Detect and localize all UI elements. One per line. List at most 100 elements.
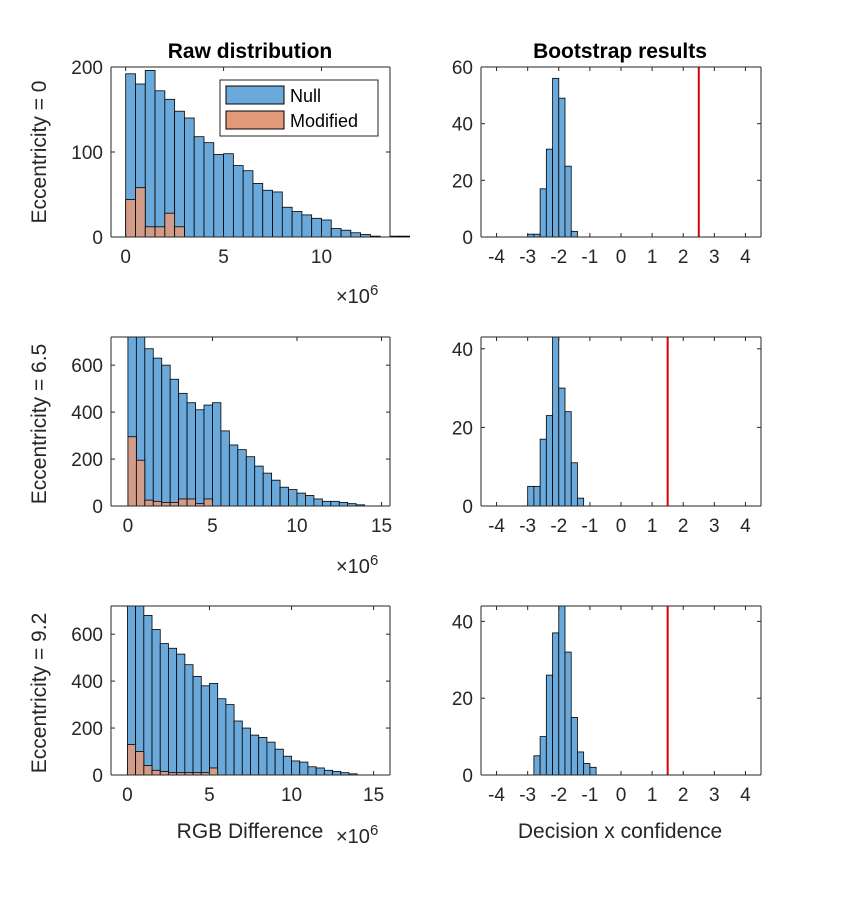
bar-null bbox=[291, 760, 301, 776]
bar-modified bbox=[151, 769, 161, 776]
bar-null bbox=[299, 761, 309, 776]
bar-null bbox=[151, 629, 161, 776]
y-tick-label: 20 bbox=[452, 171, 473, 192]
x-tick-label: 10 bbox=[311, 247, 332, 268]
y-axis-label: Eccentricity = 9.2 bbox=[28, 613, 51, 773]
bar-null bbox=[203, 404, 213, 507]
bar-null bbox=[258, 737, 268, 776]
y-tick-label: 0 bbox=[462, 766, 473, 787]
bar-null bbox=[217, 698, 227, 776]
bar-null bbox=[330, 228, 342, 238]
axes-layer: 0 5 10 15 0 200 400 600 bbox=[71, 605, 391, 806]
bar-null bbox=[161, 364, 171, 507]
x-tick-label: -4 bbox=[488, 247, 505, 268]
x-tick-label: -4 bbox=[488, 516, 505, 537]
bar-null bbox=[225, 704, 235, 776]
y-tick-label: 0 bbox=[92, 766, 103, 787]
x-axis-label: RGB Difference bbox=[177, 820, 324, 843]
bar-null bbox=[186, 402, 196, 507]
legend: Null Modified bbox=[219, 79, 379, 137]
bar-null bbox=[178, 392, 188, 507]
bar-modified bbox=[127, 436, 137, 507]
x-tick-label: 10 bbox=[281, 785, 302, 806]
bar-modified bbox=[143, 765, 153, 776]
bar-null bbox=[570, 230, 578, 238]
y-tick-label: 0 bbox=[462, 497, 473, 518]
bar-null bbox=[169, 378, 180, 507]
bar-null bbox=[577, 497, 585, 507]
bar-modified bbox=[159, 771, 169, 776]
panel-raw-ecc0: Raw distribution Eccentricity = 0 0 5 1001… bbox=[28, 40, 410, 308]
bar-null bbox=[262, 189, 273, 238]
bar-null bbox=[539, 188, 547, 238]
bar-null bbox=[252, 183, 264, 238]
bar-modified bbox=[135, 459, 146, 507]
bar-null bbox=[552, 632, 560, 776]
x-tick-label: 5 bbox=[204, 785, 215, 806]
bar-modified bbox=[203, 498, 213, 507]
bar-null bbox=[242, 170, 254, 238]
bar-null bbox=[533, 485, 541, 507]
bar-null bbox=[281, 206, 293, 238]
bars-layer bbox=[127, 605, 358, 776]
bar-null bbox=[168, 647, 178, 776]
y-axis-label: Eccentricity = 0 bbox=[28, 81, 51, 224]
bars-layer bbox=[125, 70, 410, 238]
bar-null bbox=[307, 766, 317, 776]
bar-null bbox=[250, 734, 260, 776]
bar-null bbox=[545, 674, 553, 776]
bar-null bbox=[539, 438, 547, 507]
bar-null bbox=[350, 232, 362, 238]
x-axis-label: Decision x confidence bbox=[518, 820, 722, 843]
x-tick-label: -1 bbox=[581, 247, 598, 268]
bar-null bbox=[176, 653, 186, 776]
bar-null bbox=[184, 664, 194, 776]
bar-null bbox=[296, 492, 306, 507]
y-axis-label: Eccentricity = 6.5 bbox=[28, 344, 51, 504]
x-tick-label: 4 bbox=[740, 516, 751, 537]
bar-null bbox=[527, 485, 535, 507]
bars-layer bbox=[533, 605, 669, 776]
x-tick-label: 5 bbox=[207, 516, 218, 537]
bar-null bbox=[552, 77, 560, 238]
bar-null bbox=[228, 444, 239, 507]
bar-null bbox=[577, 751, 585, 776]
bar-null bbox=[340, 229, 352, 238]
bar-null bbox=[272, 191, 283, 238]
bar-null bbox=[338, 502, 349, 507]
x-tick-label: 1 bbox=[647, 247, 658, 268]
bar-null bbox=[209, 683, 219, 776]
bar-null bbox=[311, 217, 322, 238]
bar-null bbox=[144, 348, 154, 507]
bar-null bbox=[192, 676, 202, 776]
x-tick-label: 10 bbox=[286, 516, 307, 537]
bar-null bbox=[321, 500, 332, 507]
x-tick-label: 0 bbox=[120, 247, 131, 268]
bar-null bbox=[288, 489, 298, 507]
bar-modified bbox=[152, 500, 163, 507]
bar-modified bbox=[125, 199, 136, 238]
y-tick-label: 0 bbox=[92, 497, 103, 518]
bar-null bbox=[266, 741, 276, 776]
bar-null bbox=[154, 90, 166, 238]
bar-null bbox=[193, 136, 205, 238]
x-exponent-label: ×106 bbox=[336, 282, 378, 308]
bar-modified bbox=[186, 498, 196, 507]
bar-null bbox=[254, 465, 264, 507]
panel-title: Bootstrap results bbox=[533, 40, 707, 63]
y-tick-label: 400 bbox=[71, 403, 103, 424]
bar-null bbox=[321, 219, 332, 238]
x-tick-label: 0 bbox=[616, 516, 627, 537]
y-tick-label: 200 bbox=[71, 58, 103, 79]
y-tick-label: 200 bbox=[71, 719, 103, 740]
x-tick-label: 1 bbox=[647, 785, 658, 806]
bar-null bbox=[305, 495, 315, 507]
bar-null bbox=[552, 336, 560, 507]
axes-layer: 0 5 10 15 0 200 400 600 bbox=[71, 336, 392, 537]
bars-layer bbox=[127, 336, 366, 507]
bar-null bbox=[233, 720, 243, 776]
x-tick-label: 1 bbox=[647, 516, 658, 537]
